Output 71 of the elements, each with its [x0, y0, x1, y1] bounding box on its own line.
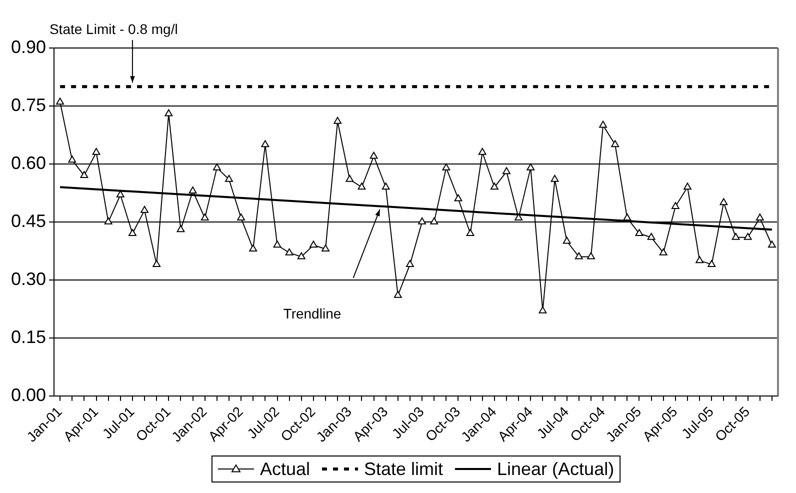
point [671, 202, 680, 209]
point [200, 214, 209, 221]
point [358, 182, 366, 190]
point [768, 240, 776, 248]
legend-label: Actual [260, 458, 310, 479]
y-tick-label: 0.90 [10, 36, 46, 57]
point [188, 186, 197, 194]
point [708, 260, 716, 267]
point [635, 229, 644, 236]
point [80, 171, 88, 178]
point [249, 244, 258, 252]
point [92, 148, 100, 155]
point [322, 244, 330, 252]
legend-label: Linear (Actual) [497, 458, 614, 479]
point [176, 225, 185, 232]
point [128, 229, 136, 236]
point [212, 163, 221, 170]
point [406, 260, 414, 267]
point [104, 217, 112, 224]
point [334, 116, 342, 124]
point [756, 214, 764, 221]
point [599, 120, 608, 128]
point [587, 252, 595, 260]
y-tick-label: 0.00 [10, 384, 46, 405]
point [514, 214, 523, 221]
point [466, 229, 474, 236]
annotation: State Limit - 0.8 mg/l [49, 21, 178, 37]
y-tick-label: 0.60 [10, 152, 46, 173]
point [659, 248, 668, 256]
annotation: Trendline [283, 306, 342, 322]
y-tick-label: 0.30 [10, 268, 46, 289]
legend-label: State limit [364, 458, 444, 479]
point [370, 152, 378, 159]
point [152, 260, 161, 267]
point [430, 217, 438, 224]
point [140, 206, 148, 213]
point [346, 174, 354, 182]
point [225, 174, 233, 182]
point [237, 214, 246, 221]
point [454, 194, 462, 202]
point [297, 252, 306, 260]
point [538, 306, 547, 314]
point [720, 198, 728, 206]
point [744, 232, 752, 240]
point [574, 252, 583, 260]
point [490, 182, 498, 190]
point [68, 156, 76, 163]
point [285, 248, 294, 256]
point [394, 290, 402, 298]
point [550, 174, 559, 182]
y-tick-label: 0.15 [10, 326, 46, 347]
point [478, 148, 486, 155]
point [56, 98, 64, 105]
point [273, 240, 282, 248]
point [696, 256, 704, 264]
y-tick-label: 0.75 [10, 94, 46, 115]
point [164, 109, 173, 116]
y-tick-label: 0.45 [10, 210, 46, 231]
point [382, 182, 390, 190]
point [418, 217, 426, 224]
point [309, 240, 318, 248]
point [562, 236, 571, 244]
point [502, 167, 510, 174]
point [611, 140, 620, 148]
point [442, 163, 450, 170]
point [647, 232, 656, 240]
point [684, 182, 692, 190]
point [526, 163, 535, 170]
point [732, 232, 740, 240]
point [261, 140, 270, 148]
point [623, 214, 632, 221]
